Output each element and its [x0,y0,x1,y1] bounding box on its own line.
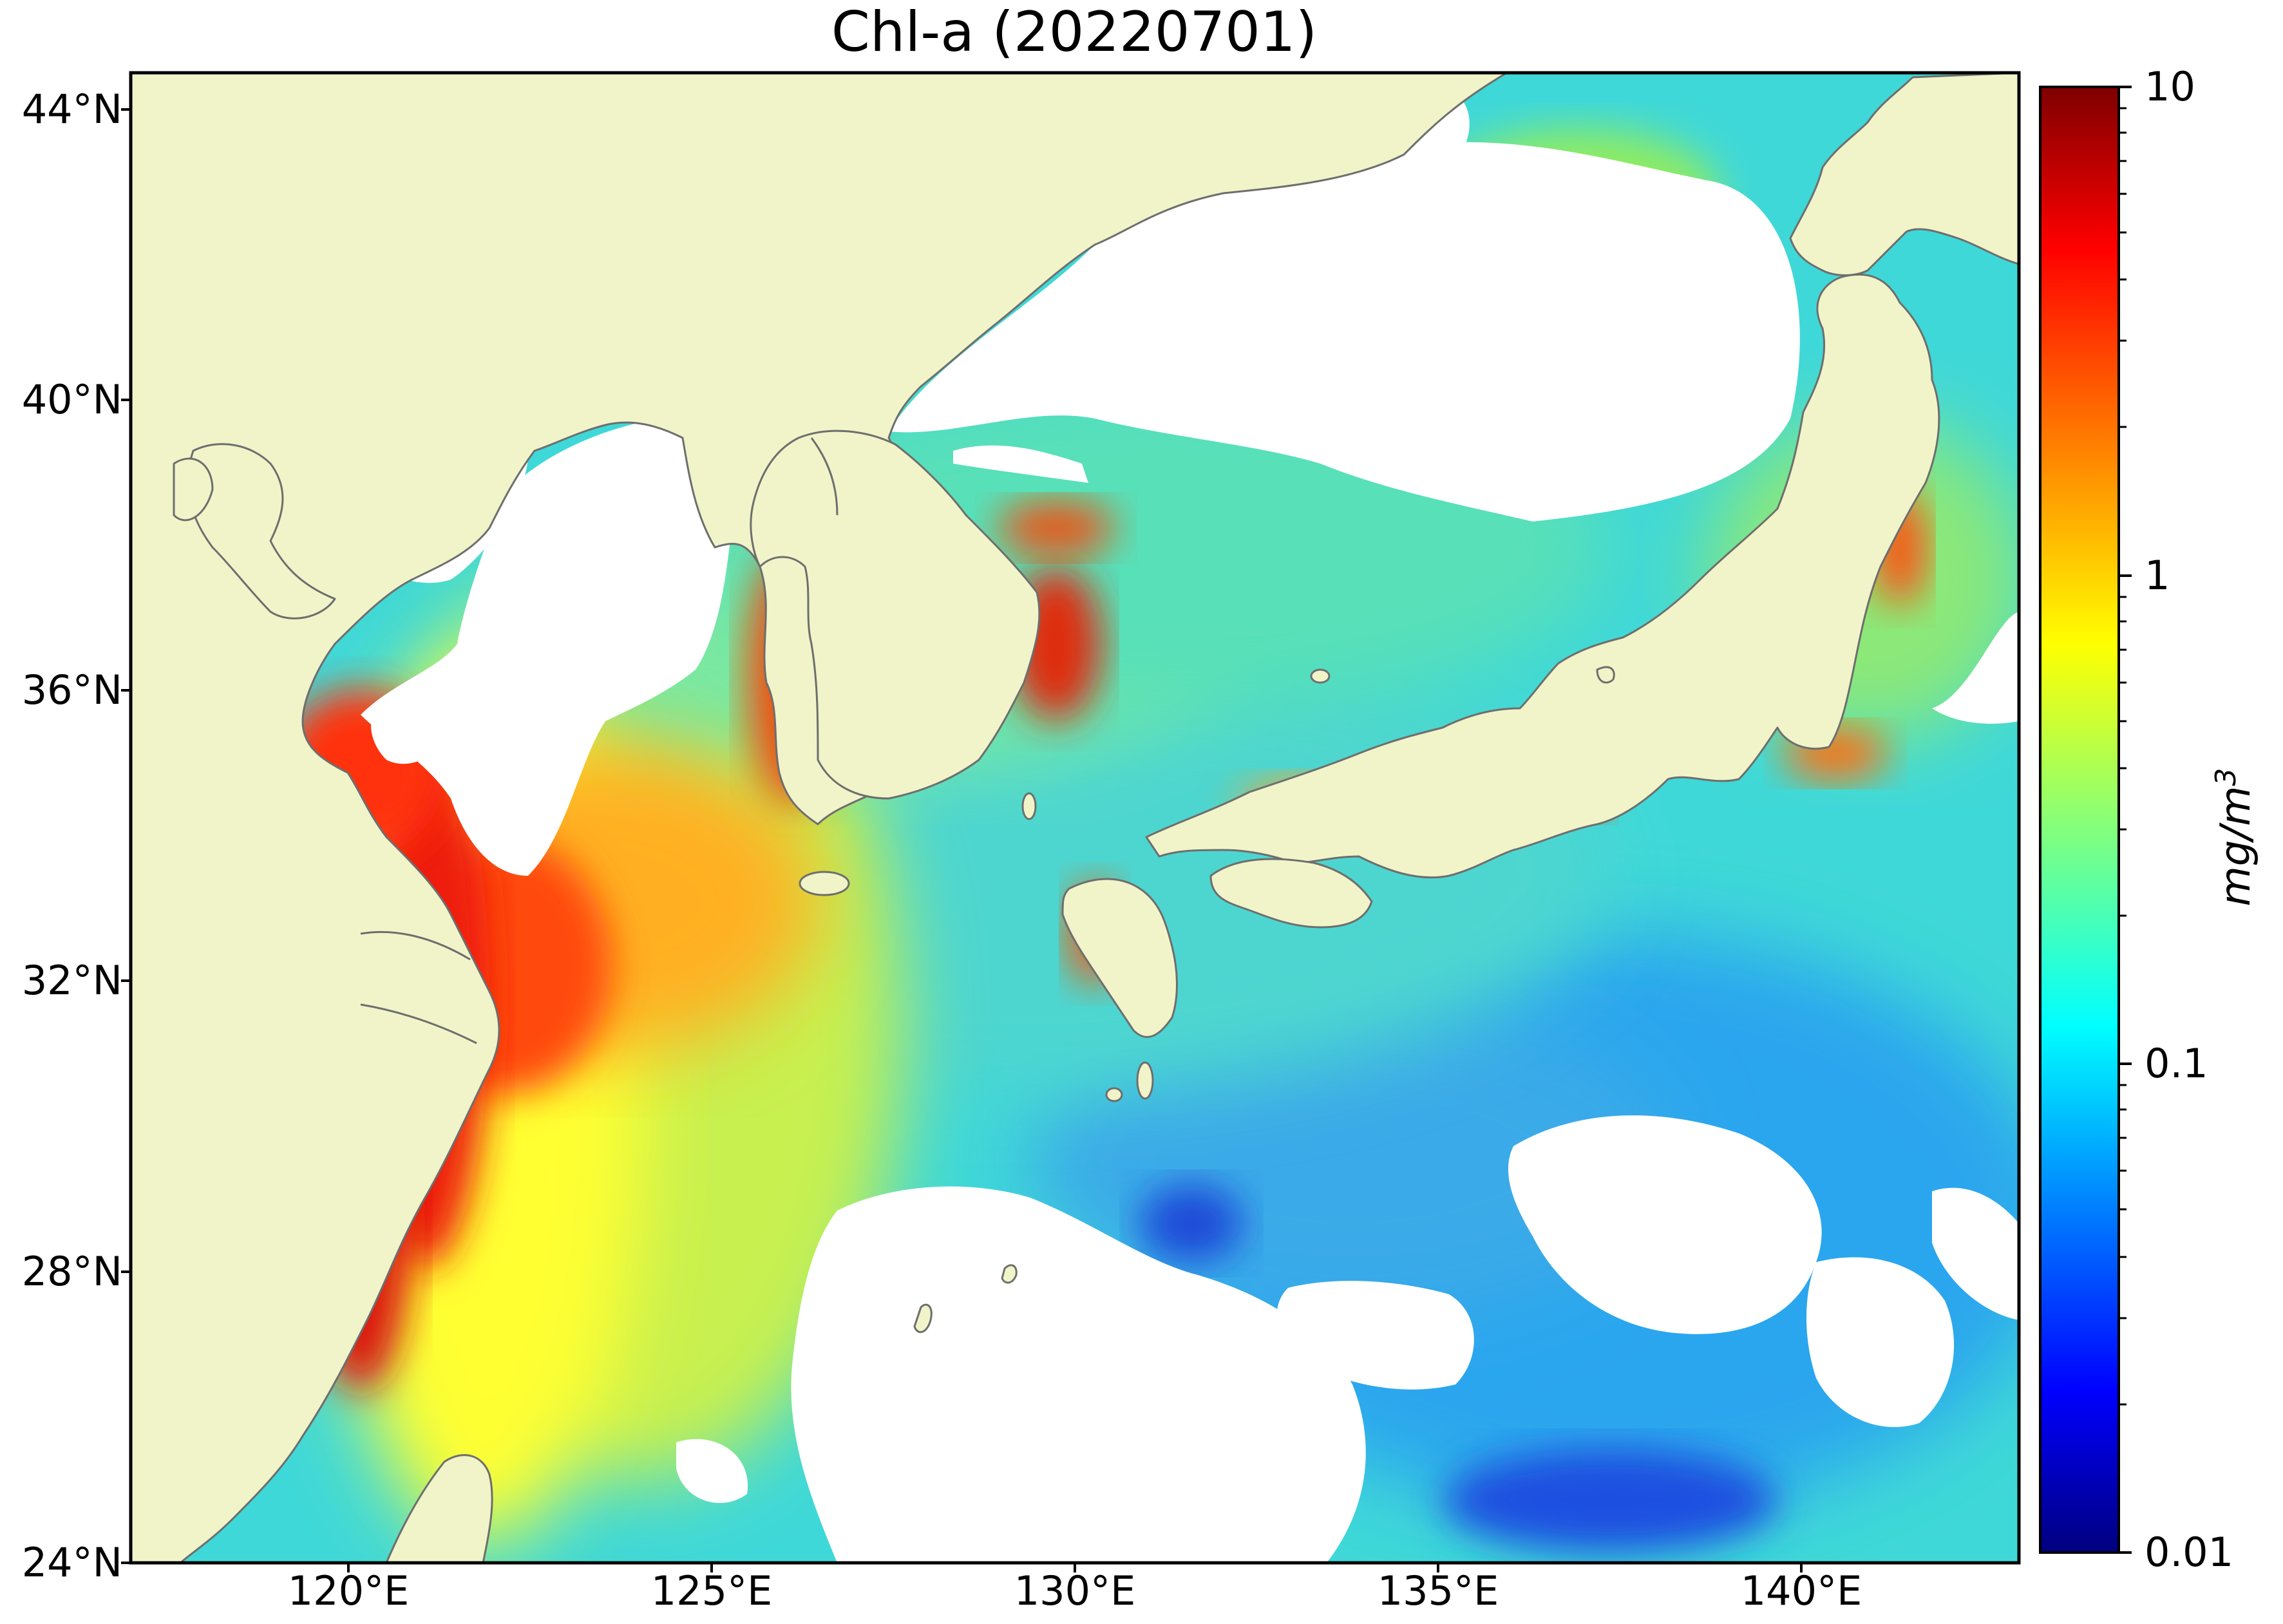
lat-tick-marks [121,108,131,1564]
map-title: Chl-a (20220701) [831,0,1318,64]
lat-tick-44: 44°N [21,86,122,133]
colorbar-tick-0.1: 0.1 [2145,1040,2208,1087]
colorbar [2039,86,2120,1554]
land [131,73,2019,1563]
colorbar-minor-ticks [2119,107,2127,1406]
colorbar-tick-10: 10 [2145,63,2195,110]
lat-tick-36: 36°N [21,666,122,713]
colorbar-label-sup: 3 [2209,768,2242,786]
colorbar-label: mg/m3 [2210,768,2260,907]
colorbar-tick-1: 1 [2145,552,2170,599]
lon-tick-125: 125°E [650,1567,773,1614]
colorbar-major-ticks [2119,86,2132,1554]
lon-tick-135: 135°E [1377,1567,1499,1614]
lon-tick-140: 140°E [1740,1567,1862,1614]
lon-tick-marks [347,1563,1803,1572]
river-lines [360,437,838,1044]
lat-tick-40: 40°N [21,376,122,423]
lat-tick-32: 32°N [21,957,122,1004]
lat-tick-24: 24°N [21,1539,122,1586]
colorbar-tick-0.01: 0.01 [2145,1529,2234,1576]
colorbar-label-text: mg/m [2212,786,2260,907]
lat-tick-28: 28°N [21,1248,122,1295]
lon-tick-130: 130°E [1014,1567,1136,1614]
lon-tick-120: 120°E [287,1567,410,1614]
